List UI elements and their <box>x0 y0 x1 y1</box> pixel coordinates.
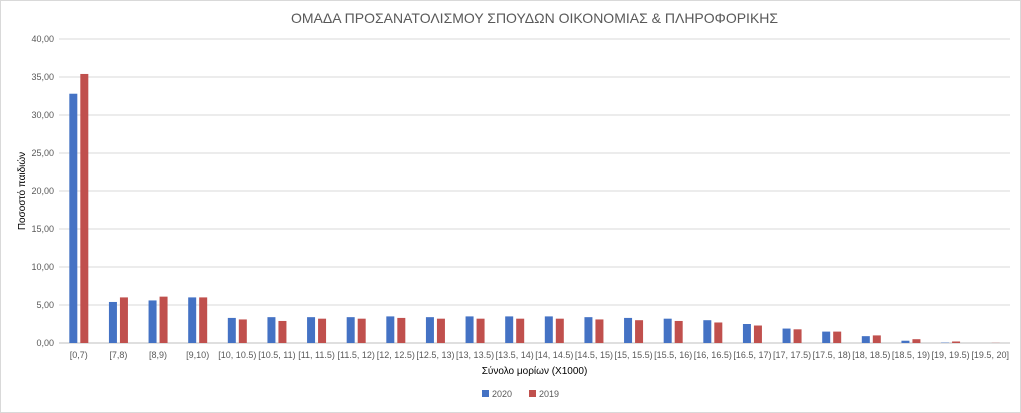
y-tick-label: 30,00 <box>31 110 54 120</box>
bar-2020 <box>703 320 712 343</box>
bar-2019 <box>436 318 445 343</box>
bar-2020 <box>742 324 751 343</box>
x-tick-label: [10.5, 11) <box>258 350 295 360</box>
bar-2020 <box>544 316 553 343</box>
bar-2020 <box>901 340 910 343</box>
bar-2019 <box>714 322 723 343</box>
x-axis-ticks: [0,7) [7,8) [8,9) [9,10) [10, 10.5) [10.5, 11… <box>70 350 1009 360</box>
bar-2020 <box>584 317 593 343</box>
bar-2019 <box>516 318 525 343</box>
y-tick-label: 35,00 <box>31 72 54 82</box>
legend-label: 2019 <box>539 389 559 399</box>
y-tick-label: 40,00 <box>31 34 54 44</box>
y-axis-title: Ποσοστό παιδιών <box>16 152 28 230</box>
x-tick-label: [13, 13.5) <box>456 350 494 360</box>
x-tick-label: [9,10) <box>186 350 209 360</box>
x-tick-label: [17, 17.5) <box>773 350 811 360</box>
chart-title: ΟΜΑΔΑ ΠΡΟΣΑΝΑΤΟΛΙΣΜΟΥ ΣΠΟΥΔΩΝ ΟΙΚΟΝΟΜΙΑΣ… <box>291 10 778 26</box>
bar-2019 <box>912 339 921 343</box>
bar-2019 <box>278 320 287 343</box>
bar-2019 <box>119 297 128 343</box>
bar-2020 <box>69 93 78 343</box>
x-tick-label: [12, 12.5) <box>377 350 415 360</box>
bar-2020 <box>108 301 117 343</box>
x-tick-label: [13.5, 14) <box>496 350 534 360</box>
x-tick-label: [8,9) <box>149 350 167 360</box>
bar-2020 <box>307 317 316 343</box>
bar-2020 <box>346 317 355 343</box>
y-tick-label: 15,00 <box>31 224 54 234</box>
bar-2019 <box>952 341 961 343</box>
bar-2019 <box>793 329 802 343</box>
x-tick-label: [14.5, 15) <box>575 350 613 360</box>
bar-2019 <box>357 318 366 343</box>
bar-2020 <box>386 316 395 343</box>
bar-2020 <box>188 297 197 343</box>
bar-2019 <box>159 296 168 343</box>
x-tick-label: [11, 11.5) <box>298 350 335 360</box>
x-tick-label: [16.5, 17) <box>733 350 771 360</box>
bar-2020 <box>267 317 276 343</box>
bar-2020 <box>782 328 791 343</box>
x-axis-title: Σύνολο μορίων (Χ1000) <box>482 365 588 377</box>
bar-2019 <box>595 319 604 343</box>
y-tick-label: 0,00 <box>36 338 54 348</box>
legend-swatch <box>529 390 536 397</box>
x-tick-label: [18, 18.5) <box>852 350 890 360</box>
bar-2020 <box>465 316 474 343</box>
bar-2019 <box>635 320 644 343</box>
x-tick-label: [10, 10.5) <box>218 350 256 360</box>
x-tick-label: [18.5, 19) <box>892 350 930 360</box>
bar-2020 <box>425 317 434 343</box>
bar-2019 <box>872 335 881 343</box>
bar-2019 <box>674 320 683 343</box>
bar-2019 <box>753 325 762 343</box>
bar-2020 <box>505 316 514 343</box>
x-tick-label: [14, 14.5) <box>535 350 573 360</box>
x-tick-label: [19, 19.5) <box>932 350 970 360</box>
y-tick-label: 25,00 <box>31 148 54 158</box>
x-tick-label: [16, 16.5) <box>694 350 732 360</box>
x-tick-label: [0,7) <box>70 350 88 360</box>
bar-2020 <box>227 317 236 343</box>
x-tick-label: [15.5, 16) <box>654 350 692 360</box>
x-tick-label: [12.5, 13) <box>416 350 454 360</box>
x-tick-label: [17.5, 18) <box>813 350 851 360</box>
y-tick-label: 5,00 <box>36 300 54 310</box>
bar-2020 <box>861 336 870 343</box>
bar-2019 <box>238 319 247 343</box>
bar-2020 <box>663 318 672 343</box>
x-tick-label: [7,8) <box>109 350 127 360</box>
bar-2019 <box>199 297 208 343</box>
y-tick-label: 20,00 <box>31 186 54 196</box>
gridlines <box>59 38 1010 344</box>
y-axis-ticks: 0,00 5,00 10,00 15,00 20,00 25,00 30,00 35,00 40… <box>31 34 54 348</box>
y-tick-label: 10,00 <box>31 262 54 272</box>
bar-2020 <box>822 331 831 343</box>
bar-2020 <box>148 300 157 343</box>
bar-2019 <box>476 318 485 343</box>
legend-swatch <box>482 390 489 397</box>
legend-label: 2020 <box>492 389 512 399</box>
legend: 2020 2019 <box>482 389 559 399</box>
bar-2019 <box>318 318 327 343</box>
x-tick-label: [15, 15.5) <box>615 350 653 360</box>
bars <box>69 73 1000 344</box>
bar-2020 <box>624 317 633 343</box>
x-tick-label: [19.5, 20] <box>971 350 1009 360</box>
bar-2019 <box>555 318 564 343</box>
bar-2019 <box>80 73 89 344</box>
x-tick-label: [11.5, 12) <box>338 350 375 360</box>
bar-2019 <box>833 331 842 343</box>
bar-2019 <box>397 317 406 343</box>
